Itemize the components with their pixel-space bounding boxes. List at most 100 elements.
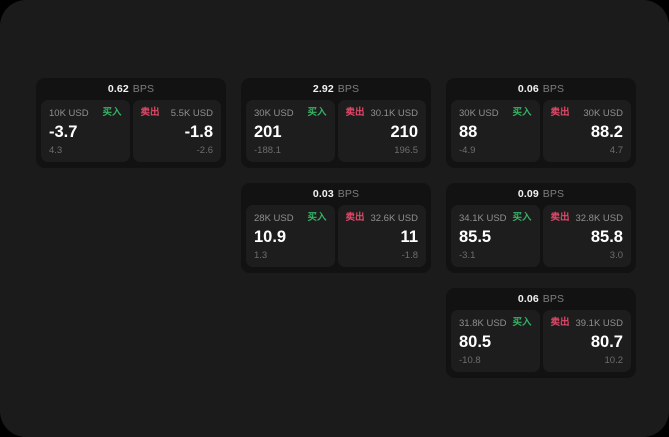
buy-panel-header: 30K USD 买入 [254,107,327,119]
sell-panel-header: 卖出 30.1K USD [346,107,419,119]
bps-unit-label: BPS [542,83,565,95]
buy-panel[interactable]: 30K USD 买入 201 -188.1 [246,100,335,162]
sell-value: 11 [400,228,418,246]
sell-value: 88.2 [590,123,623,141]
buy-panel-header: 34.1K USD 买入 [459,212,532,224]
card-column-1: 0.62 BPS 10K USD 买入 -3.7 4.3 卖出 5.5K USD… [36,78,226,168]
sell-panel[interactable]: 卖出 30.1K USD 210 196.5 [337,100,426,162]
sell-delta: 3.0 [609,249,623,261]
buy-tag: 买入 [512,107,532,119]
card-header: 0.06 BPS [446,288,636,310]
bps-unit-label: BPS [337,83,360,95]
spread-card[interactable]: 0.62 BPS 10K USD 买入 -3.7 4.3 卖出 5.5K USD… [36,78,226,168]
buy-value: 10.9 [254,228,287,246]
sell-value: -1.8 [184,123,213,141]
sell-tag: 卖出 [140,107,160,119]
buy-delta: -188.1 [254,144,281,156]
buy-delta: -10.8 [459,354,481,366]
buy-delta: -3.1 [459,249,476,261]
sell-value: 85.8 [590,228,623,246]
buy-panel[interactable]: 34.1K USD 买入 85.5 -3.1 [451,205,540,267]
buy-tag: 买入 [307,107,327,119]
buy-panel-header: 31.8K USD 买入 [459,317,532,329]
spread-card[interactable]: 0.06 BPS 31.8K USD 买入 80.5 -10.8 卖出 39.1… [446,288,636,378]
buy-panel-header: 28K USD 买入 [254,212,327,224]
sell-delta: 196.5 [394,144,418,156]
card-header: 0.62 BPS [36,78,226,100]
sell-panel[interactable]: 卖出 32.6K USD 11 -1.8 [337,205,426,267]
sell-size-label: 32.6K USD [370,212,418,224]
sell-size-label: 39.1K USD [575,317,623,329]
sell-panel[interactable]: 卖出 32.8K USD 85.8 3.0 [542,205,631,267]
card-body: 34.1K USD 买入 85.5 -3.1 卖出 32.8K USD 85.8… [446,205,636,267]
sell-size-label: 32.8K USD [575,212,623,224]
bps-value: 0.62 [107,83,129,95]
sell-delta: -2.6 [196,144,213,156]
sell-panel-header: 卖出 39.1K USD [551,317,624,329]
bps-unit-label: BPS [132,83,155,95]
buy-size-label: 34.1K USD [459,212,507,224]
sell-delta: 10.2 [604,354,624,366]
sell-panel[interactable]: 卖出 39.1K USD 80.7 10.2 [542,310,631,372]
sell-tag: 卖出 [550,317,570,329]
buy-value: 88 [459,123,478,141]
buy-panel[interactable]: 30K USD 买入 88 -4.9 [451,100,540,162]
sell-tag: 卖出 [345,212,365,224]
buy-tag: 买入 [512,317,532,329]
sell-tag: 卖出 [550,107,570,119]
sell-delta: 4.7 [609,144,623,156]
bps-unit-label: BPS [337,188,360,200]
buy-value: 80.5 [459,333,492,351]
buy-tag: 买入 [512,212,532,224]
card-body: 28K USD 买入 10.9 1.3 卖出 32.6K USD 11 -1.8 [241,205,431,267]
card-body: 10K USD 买入 -3.7 4.3 卖出 5.5K USD -1.8 -2.… [36,100,226,162]
buy-size-label: 28K USD [254,212,294,224]
bps-value: 0.06 [517,293,539,305]
buy-delta: 4.3 [49,144,63,156]
spread-card[interactable]: 0.09 BPS 34.1K USD 买入 85.5 -3.1 卖出 32.8K… [446,183,636,273]
buy-tag: 买入 [102,107,122,119]
card-header: 2.92 BPS [241,78,431,100]
buy-value: -3.7 [49,123,78,141]
bps-value: 0.09 [517,188,539,200]
buy-size-label: 31.8K USD [459,317,507,329]
buy-size-label: 30K USD [254,107,294,119]
spread-card[interactable]: 0.03 BPS 28K USD 买入 10.9 1.3 卖出 32.6K US… [241,183,431,273]
card-body: 31.8K USD 买入 80.5 -10.8 卖出 39.1K USD 80.… [446,310,636,372]
sell-panel[interactable]: 卖出 5.5K USD -1.8 -2.6 [132,100,221,162]
buy-size-label: 30K USD [459,107,499,119]
buy-panel[interactable]: 28K USD 买入 10.9 1.3 [246,205,335,267]
spread-card[interactable]: 0.06 BPS 30K USD 买入 88 -4.9 卖出 30K USD 8… [446,78,636,168]
card-header: 0.09 BPS [446,183,636,205]
buy-panel-header: 30K USD 买入 [459,107,532,119]
bps-value: 2.92 [312,83,334,95]
card-body: 30K USD 买入 201 -188.1 卖出 30.1K USD 210 1… [241,100,431,162]
bps-unit-label: BPS [542,293,565,305]
buy-value: 201 [254,123,282,141]
sell-tag: 卖出 [550,212,570,224]
card-column-3: 0.06 BPS 30K USD 买入 88 -4.9 卖出 30K USD 8… [446,78,636,378]
sell-panel-header: 卖出 32.8K USD [551,212,624,224]
spread-card[interactable]: 2.92 BPS 30K USD 买入 201 -188.1 卖出 30.1K … [241,78,431,168]
sell-size-label: 30K USD [583,107,623,119]
sell-size-label: 5.5K USD [170,107,213,119]
card-header: 0.03 BPS [241,183,431,205]
bps-value: 0.03 [312,188,334,200]
sell-panel-header: 卖出 5.5K USD [141,107,214,119]
sell-tag: 卖出 [345,107,365,119]
sell-panel[interactable]: 卖出 30K USD 88.2 4.7 [542,100,631,162]
buy-panel-header: 10K USD 买入 [49,107,122,119]
sell-size-label: 30.1K USD [370,107,418,119]
buy-delta: -4.9 [459,144,476,156]
buy-value: 85.5 [459,228,492,246]
buy-delta: 1.3 [254,249,268,261]
buy-tag: 买入 [307,212,327,224]
card-header: 0.06 BPS [446,78,636,100]
buy-panel[interactable]: 31.8K USD 买入 80.5 -10.8 [451,310,540,372]
buy-panel[interactable]: 10K USD 买入 -3.7 4.3 [41,100,130,162]
sell-delta: -1.8 [401,249,418,261]
sell-value: 210 [390,123,418,141]
sell-value: 80.7 [590,333,623,351]
sell-panel-header: 卖出 32.6K USD [346,212,419,224]
